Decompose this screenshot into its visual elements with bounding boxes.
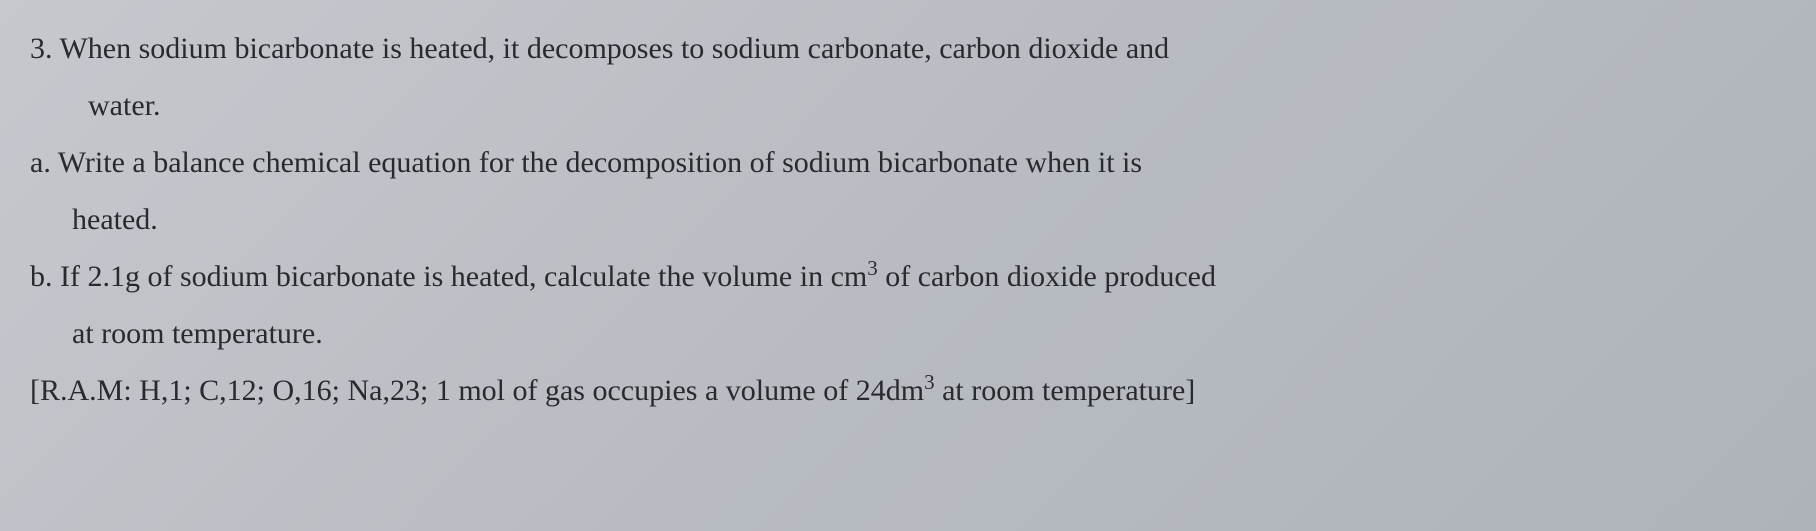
ram-post: at room temperature] [935, 374, 1196, 407]
part-a-line1: a. Write a balance chemical equation for… [30, 134, 1786, 191]
ram-pre: [R.A.M: H,1; C,12; O,16; Na,23; 1 mol of… [30, 374, 924, 407]
part-a-text-2: heated. [72, 203, 158, 236]
question-main-text-2: water. [88, 89, 160, 122]
ram-sup: 3 [924, 370, 935, 394]
part-a-label: a. [30, 146, 51, 179]
part-b-label: b. [30, 260, 53, 293]
part-b-text-1-post: of carbon dioxide produced [878, 260, 1216, 293]
question-number: 3. [30, 32, 53, 65]
part-b-sup: 3 [867, 256, 878, 280]
part-a-text-1: Write a balance chemical equation for th… [58, 146, 1142, 179]
question-main-line2: water. [30, 77, 1786, 134]
part-b-line1: b. If 2.1g of sodium bicarbonate is heat… [30, 248, 1786, 305]
question-main-text-1: When sodium bicarbonate is heated, it de… [59, 32, 1169, 65]
part-b-text-2: at room temperature. [72, 317, 323, 350]
part-b-line2: at room temperature. [30, 305, 1786, 362]
question-main-line1: 3. When sodium bicarbonate is heated, it… [30, 20, 1786, 77]
ram-line: [R.A.M: H,1; C,12; O,16; Na,23; 1 mol of… [30, 362, 1786, 419]
part-a-line2: heated. [30, 191, 1786, 248]
part-b-text-1-pre: If 2.1g of sodium bicarbonate is heated,… [60, 260, 867, 293]
